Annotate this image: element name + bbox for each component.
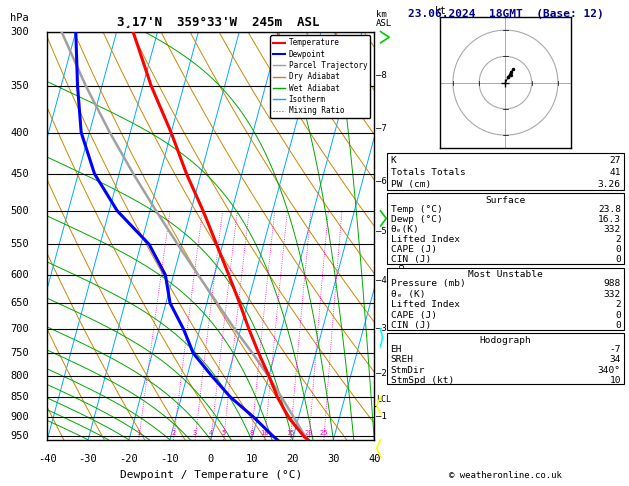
- Legend: Temperature, Dewpoint, Parcel Trajectory, Dry Adiabat, Wet Adiabat, Isotherm, Mi: Temperature, Dewpoint, Parcel Trajectory…: [270, 35, 370, 118]
- Text: Dewpoint / Temperature (°C): Dewpoint / Temperature (°C): [120, 470, 302, 481]
- Text: –4: –4: [376, 276, 387, 285]
- Text: θₑ (K): θₑ (K): [391, 290, 425, 299]
- Text: Most Unstable: Most Unstable: [468, 270, 543, 279]
- Text: 30: 30: [327, 454, 340, 464]
- Text: EH: EH: [391, 345, 402, 354]
- Text: 600: 600: [11, 270, 29, 280]
- Text: -30: -30: [79, 454, 97, 464]
- Text: –6: –6: [376, 177, 387, 186]
- Text: 332: 332: [604, 290, 621, 299]
- Text: 8: 8: [249, 430, 253, 436]
- Text: kt: kt: [435, 6, 447, 16]
- Text: Temp (°C): Temp (°C): [391, 205, 442, 214]
- Title:   3¸17'N  359°33'W  245m  ASL: 3¸17'N 359°33'W 245m ASL: [102, 16, 320, 29]
- Text: 750: 750: [11, 348, 29, 358]
- Text: –3: –3: [376, 325, 387, 333]
- Text: Mixing Ratio (g/kg): Mixing Ratio (g/kg): [398, 226, 406, 328]
- Text: Totals Totals: Totals Totals: [391, 168, 465, 177]
- Text: 2: 2: [615, 235, 621, 244]
- Text: 450: 450: [11, 169, 29, 179]
- Text: 300: 300: [11, 27, 29, 36]
- Text: -10: -10: [160, 454, 179, 464]
- Text: StmDir: StmDir: [391, 365, 425, 375]
- Text: 10: 10: [260, 430, 269, 436]
- Text: 2: 2: [615, 300, 621, 309]
- Text: 650: 650: [11, 298, 29, 308]
- Text: –7: –7: [376, 123, 387, 133]
- Text: 34: 34: [610, 355, 621, 364]
- Text: –5: –5: [376, 227, 387, 236]
- Text: 850: 850: [11, 392, 29, 402]
- Text: -40: -40: [38, 454, 57, 464]
- Text: 0: 0: [208, 454, 214, 464]
- Text: Surface: Surface: [486, 196, 525, 205]
- Text: 40: 40: [368, 454, 381, 464]
- Text: 10: 10: [610, 376, 621, 385]
- Text: © weatheronline.co.uk: © weatheronline.co.uk: [449, 471, 562, 480]
- Text: 0: 0: [615, 245, 621, 254]
- Text: SREH: SREH: [391, 355, 414, 364]
- Text: 23.06.2024  18GMT  (Base: 12): 23.06.2024 18GMT (Base: 12): [408, 9, 603, 18]
- Text: 500: 500: [11, 206, 29, 216]
- Text: CIN (J): CIN (J): [391, 321, 431, 330]
- Text: 988: 988: [604, 279, 621, 289]
- Text: StmSpd (kt): StmSpd (kt): [391, 376, 454, 385]
- Text: hPa: hPa: [11, 14, 29, 23]
- Text: CIN (J): CIN (J): [391, 255, 431, 264]
- Text: LCL: LCL: [376, 395, 391, 404]
- Text: 41: 41: [610, 168, 621, 177]
- Text: 0: 0: [615, 311, 621, 319]
- Text: 3: 3: [193, 430, 197, 436]
- Text: –1: –1: [376, 412, 387, 421]
- Text: 16.3: 16.3: [598, 215, 621, 224]
- Text: 350: 350: [11, 81, 29, 91]
- Text: –8: –8: [376, 71, 387, 80]
- Text: 900: 900: [11, 412, 29, 422]
- Text: K: K: [391, 156, 396, 165]
- Text: 0: 0: [615, 255, 621, 264]
- Text: 2: 2: [171, 430, 175, 436]
- Text: 800: 800: [11, 371, 29, 381]
- Text: -7: -7: [610, 345, 621, 354]
- Text: PW (cm): PW (cm): [391, 180, 431, 189]
- Text: 550: 550: [11, 239, 29, 249]
- Text: 950: 950: [11, 431, 29, 441]
- Text: Lifted Index: Lifted Index: [391, 235, 460, 244]
- Text: 25: 25: [320, 430, 328, 436]
- Text: 400: 400: [11, 127, 29, 138]
- Text: –2: –2: [376, 369, 387, 378]
- Text: Lifted Index: Lifted Index: [391, 300, 460, 309]
- Text: 332: 332: [604, 225, 621, 234]
- Text: Hodograph: Hodograph: [479, 336, 532, 345]
- Text: θₑ(K): θₑ(K): [391, 225, 420, 234]
- Text: 20: 20: [286, 454, 299, 464]
- Text: 3.26: 3.26: [598, 180, 621, 189]
- Text: 4: 4: [209, 430, 213, 436]
- Text: CAPE (J): CAPE (J): [391, 311, 437, 319]
- Text: 700: 700: [11, 324, 29, 334]
- Text: 23.8: 23.8: [598, 205, 621, 214]
- Text: 27: 27: [610, 156, 621, 165]
- Text: 10: 10: [245, 454, 258, 464]
- Text: 340°: 340°: [598, 365, 621, 375]
- Text: Pressure (mb): Pressure (mb): [391, 279, 465, 289]
- Text: km
ASL: km ASL: [376, 10, 392, 28]
- Text: CAPE (J): CAPE (J): [391, 245, 437, 254]
- Text: -20: -20: [120, 454, 138, 464]
- Text: Dewp (°C): Dewp (°C): [391, 215, 442, 224]
- Text: 1: 1: [136, 430, 141, 436]
- Text: 15: 15: [286, 430, 294, 436]
- Text: 20: 20: [305, 430, 313, 436]
- Text: 0: 0: [615, 321, 621, 330]
- Text: 5: 5: [221, 430, 226, 436]
